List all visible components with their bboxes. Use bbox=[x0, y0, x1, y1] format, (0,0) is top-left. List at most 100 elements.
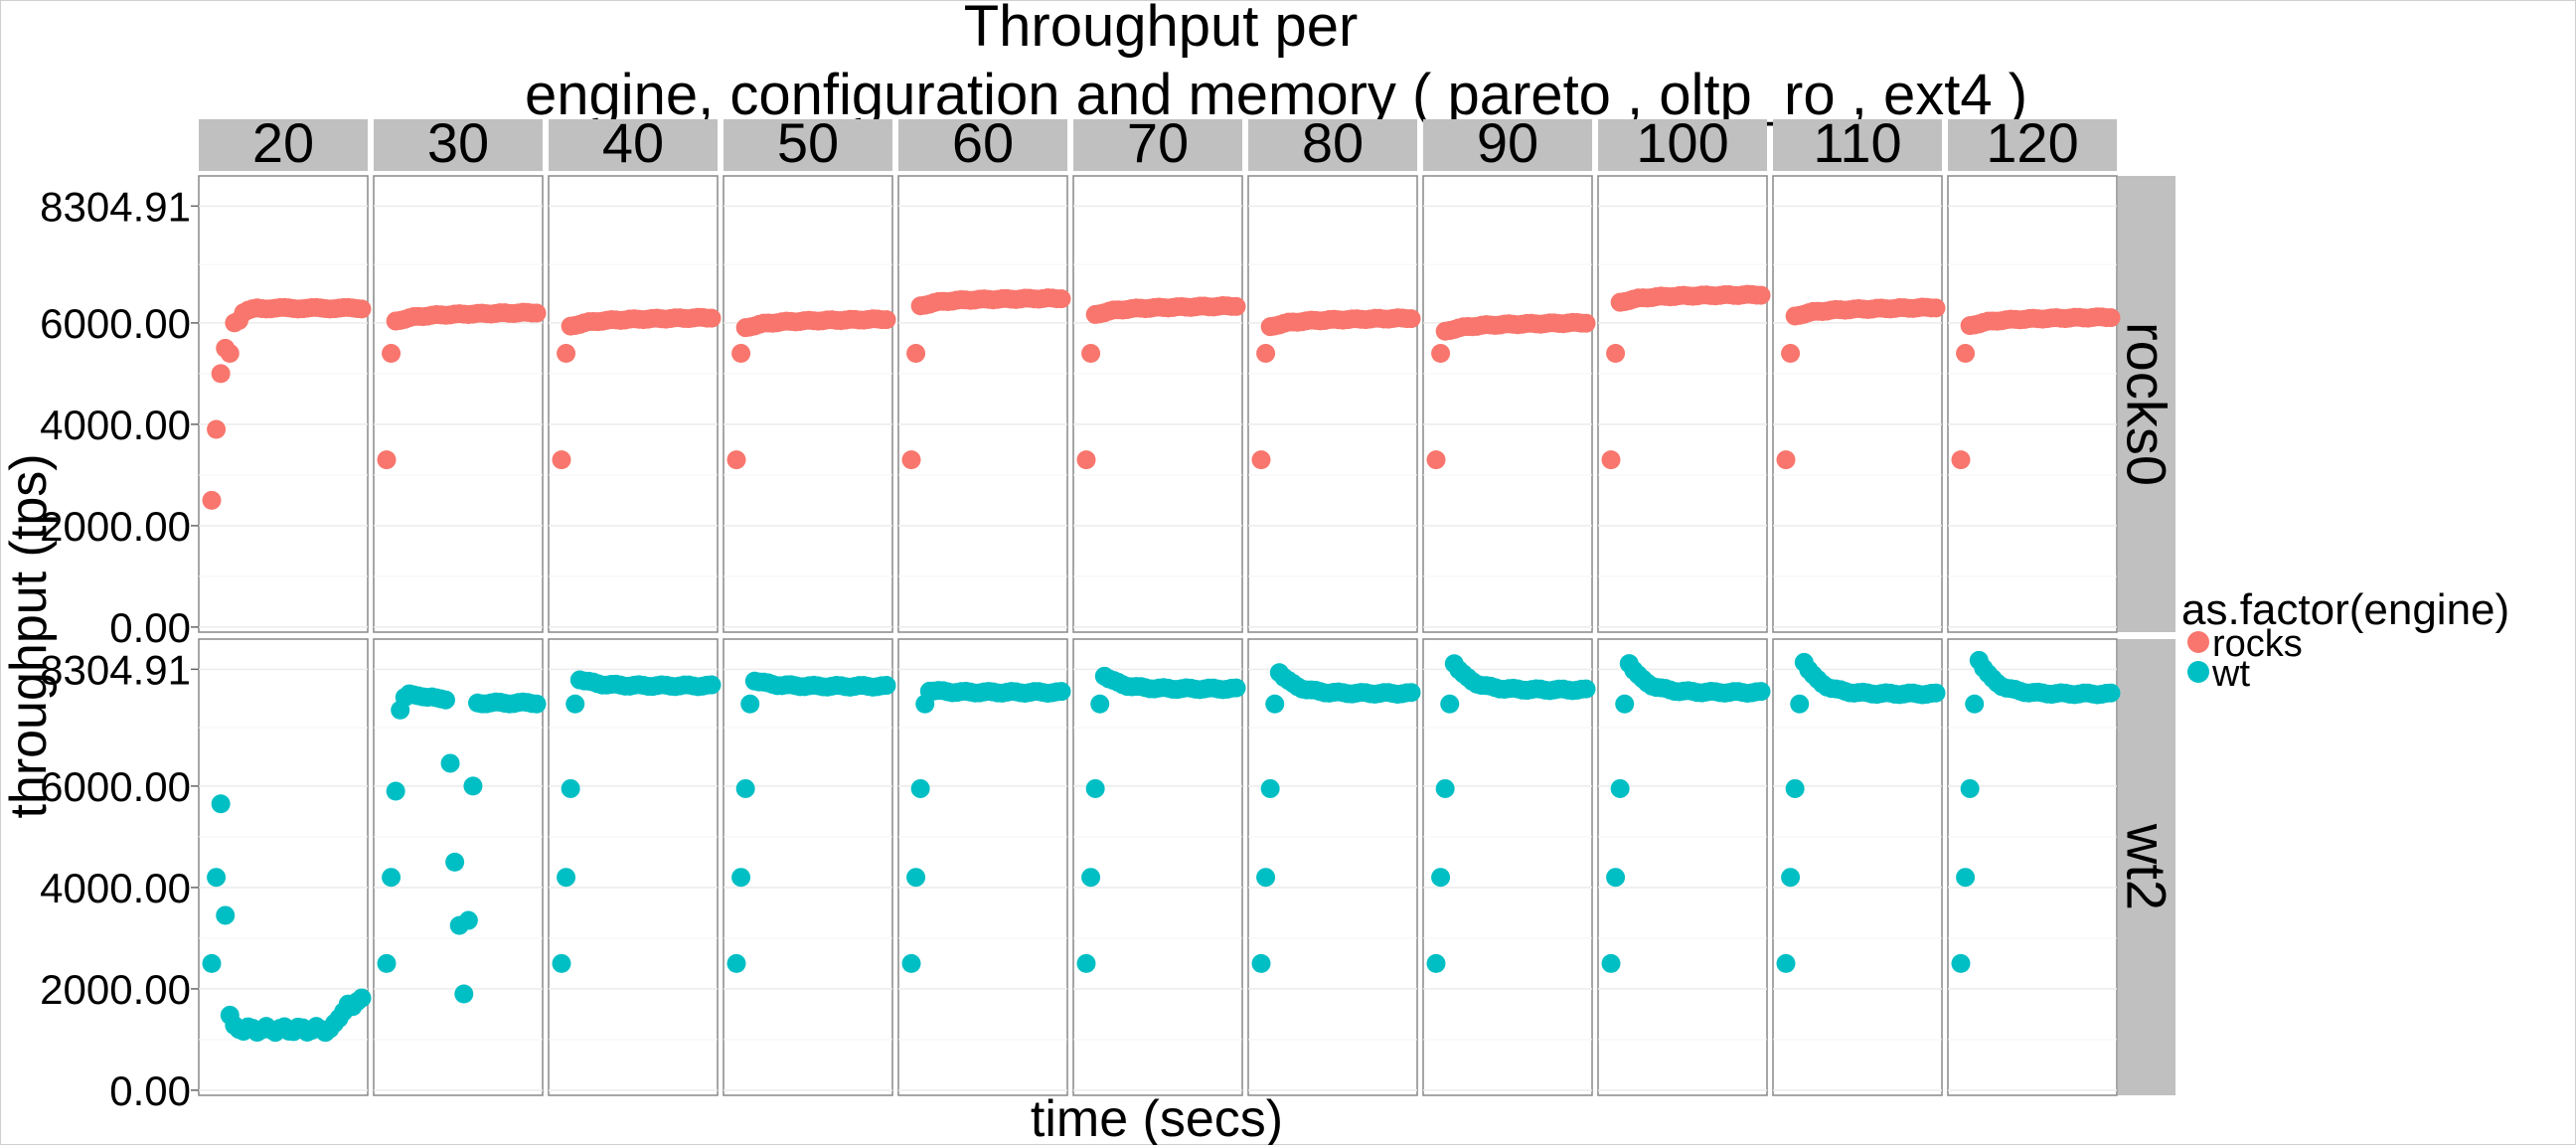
point-wt-120 bbox=[1965, 694, 1985, 714]
point-wt-80 bbox=[1256, 868, 1276, 888]
y-tick-label: 2000.00 bbox=[40, 503, 191, 550]
legend-key-rocks bbox=[2187, 631, 2209, 653]
strip-col-label-50: 50 bbox=[777, 111, 839, 174]
point-wt-70 bbox=[1090, 694, 1110, 714]
strip-col-label-100: 100 bbox=[1636, 111, 1728, 174]
point-wt-110 bbox=[1926, 683, 1946, 703]
point-rocks-90 bbox=[1576, 313, 1596, 333]
strip-col-50 bbox=[724, 119, 892, 171]
point-rocks-20 bbox=[207, 419, 227, 439]
point-wt-110 bbox=[1781, 868, 1801, 888]
strip-col-label-60: 60 bbox=[952, 111, 1014, 174]
strip-col-label-90: 90 bbox=[1477, 111, 1538, 174]
strip-row-label-rocks0: rocks0 bbox=[2116, 322, 2178, 486]
strip-col-40 bbox=[549, 119, 718, 171]
strip-col-label-110: 110 bbox=[1813, 111, 1901, 174]
point-rocks-100 bbox=[1601, 450, 1621, 470]
point-wt-30 bbox=[386, 781, 405, 801]
facet-grid: 20 30 40 50 60 70 80 90 100 110 120 rocks0 wt2 0.00 20… bbox=[40, 111, 2177, 1114]
strip-col-20 bbox=[199, 119, 368, 171]
point-rocks-100 bbox=[1751, 285, 1771, 305]
strip-col-100 bbox=[1598, 119, 1767, 171]
point-wt-40 bbox=[552, 953, 571, 973]
panel-rocks0-20 bbox=[198, 175, 369, 633]
strip-col-110 bbox=[1773, 119, 1942, 171]
strip-col-label-30: 30 bbox=[427, 111, 489, 174]
point-wt-20 bbox=[202, 953, 222, 973]
point-rocks-80 bbox=[1401, 309, 1421, 329]
point-rocks-50 bbox=[726, 450, 746, 470]
point-wt-120 bbox=[2101, 683, 2121, 703]
strip-col-60 bbox=[898, 119, 1067, 171]
y-tick-label: 6000.00 bbox=[40, 763, 191, 810]
panel-wt2-90 bbox=[1422, 638, 1593, 1096]
point-rocks-70 bbox=[1226, 296, 1246, 316]
point-wt-70 bbox=[1226, 678, 1246, 698]
point-rocks-40 bbox=[557, 344, 576, 363]
legend: as.factor(engine) rocks wt bbox=[2181, 585, 2509, 695]
panel-wt2-110 bbox=[1772, 638, 1943, 1096]
point-wt-100 bbox=[1610, 778, 1630, 798]
panel-rocks0-70 bbox=[1072, 175, 1243, 633]
panel-rocks0-120 bbox=[1947, 175, 2118, 633]
point-rocks-20 bbox=[352, 299, 372, 319]
y-tick-label: 4000.00 bbox=[40, 865, 191, 911]
point-wt-110 bbox=[1776, 953, 1796, 973]
point-wt-120 bbox=[1956, 868, 1976, 888]
point-rocks-110 bbox=[1926, 298, 1946, 318]
point-rocks-80 bbox=[1251, 450, 1271, 470]
point-rocks-20 bbox=[202, 490, 222, 510]
point-wt-60 bbox=[906, 868, 926, 888]
point-wt-40 bbox=[561, 778, 580, 798]
point-wt-30 bbox=[527, 694, 547, 714]
strip-col-label-20: 20 bbox=[252, 111, 314, 174]
panel-rocks0-40 bbox=[548, 175, 719, 633]
point-wt-80 bbox=[1265, 694, 1285, 714]
point-wt-90 bbox=[1426, 953, 1446, 973]
point-rocks-110 bbox=[1776, 450, 1796, 470]
strip-col-label-80: 80 bbox=[1302, 111, 1364, 174]
panel-wt2-120 bbox=[1947, 638, 2118, 1096]
strip-col-label-40: 40 bbox=[602, 111, 664, 174]
point-wt-40 bbox=[702, 675, 722, 695]
point-wt-100 bbox=[1615, 694, 1635, 714]
point-rocks-40 bbox=[552, 450, 571, 470]
point-wt-80 bbox=[1401, 683, 1421, 703]
strip-col-label-70: 70 bbox=[1127, 111, 1189, 174]
point-wt-40 bbox=[565, 694, 585, 714]
panel-wt2-70 bbox=[1072, 638, 1243, 1096]
point-wt-30 bbox=[382, 868, 402, 888]
point-wt-90 bbox=[1431, 868, 1451, 888]
y-tick-label: 2000.00 bbox=[40, 966, 191, 1013]
point-wt-80 bbox=[1260, 778, 1280, 798]
panel-wt2-40 bbox=[548, 638, 719, 1096]
y-tick-label: 0.00 bbox=[109, 604, 191, 651]
strip-col-label-120: 120 bbox=[1986, 111, 2078, 174]
point-wt-100 bbox=[1751, 682, 1771, 702]
strip-col-70 bbox=[1073, 119, 1242, 171]
panel-rocks0-30 bbox=[373, 175, 544, 633]
point-wt-90 bbox=[1440, 694, 1460, 714]
point-wt-30 bbox=[454, 984, 474, 1004]
panel-rocks0-80 bbox=[1247, 175, 1418, 633]
panel-rocks0-110 bbox=[1772, 175, 1943, 633]
point-rocks-50 bbox=[877, 310, 896, 330]
point-wt-100 bbox=[1601, 953, 1621, 973]
strip-col-30 bbox=[374, 119, 543, 171]
strip-col-80 bbox=[1248, 119, 1417, 171]
point-wt-30 bbox=[463, 776, 483, 796]
y-tick-label: 0.00 bbox=[109, 1067, 191, 1114]
strip-row-rocks0 bbox=[2118, 176, 2175, 632]
point-rocks-80 bbox=[1256, 344, 1276, 363]
panel-wt2-80 bbox=[1247, 638, 1418, 1096]
point-wt-20 bbox=[352, 988, 372, 1008]
point-wt-50 bbox=[740, 694, 760, 714]
point-wt-40 bbox=[557, 868, 576, 888]
point-rocks-90 bbox=[1431, 344, 1451, 363]
point-wt-90 bbox=[1435, 778, 1455, 798]
strip-row-label-wt2: wt2 bbox=[2116, 823, 2178, 910]
point-wt-110 bbox=[1790, 694, 1810, 714]
panel-rocks0-50 bbox=[723, 175, 893, 633]
point-wt-100 bbox=[1606, 868, 1626, 888]
